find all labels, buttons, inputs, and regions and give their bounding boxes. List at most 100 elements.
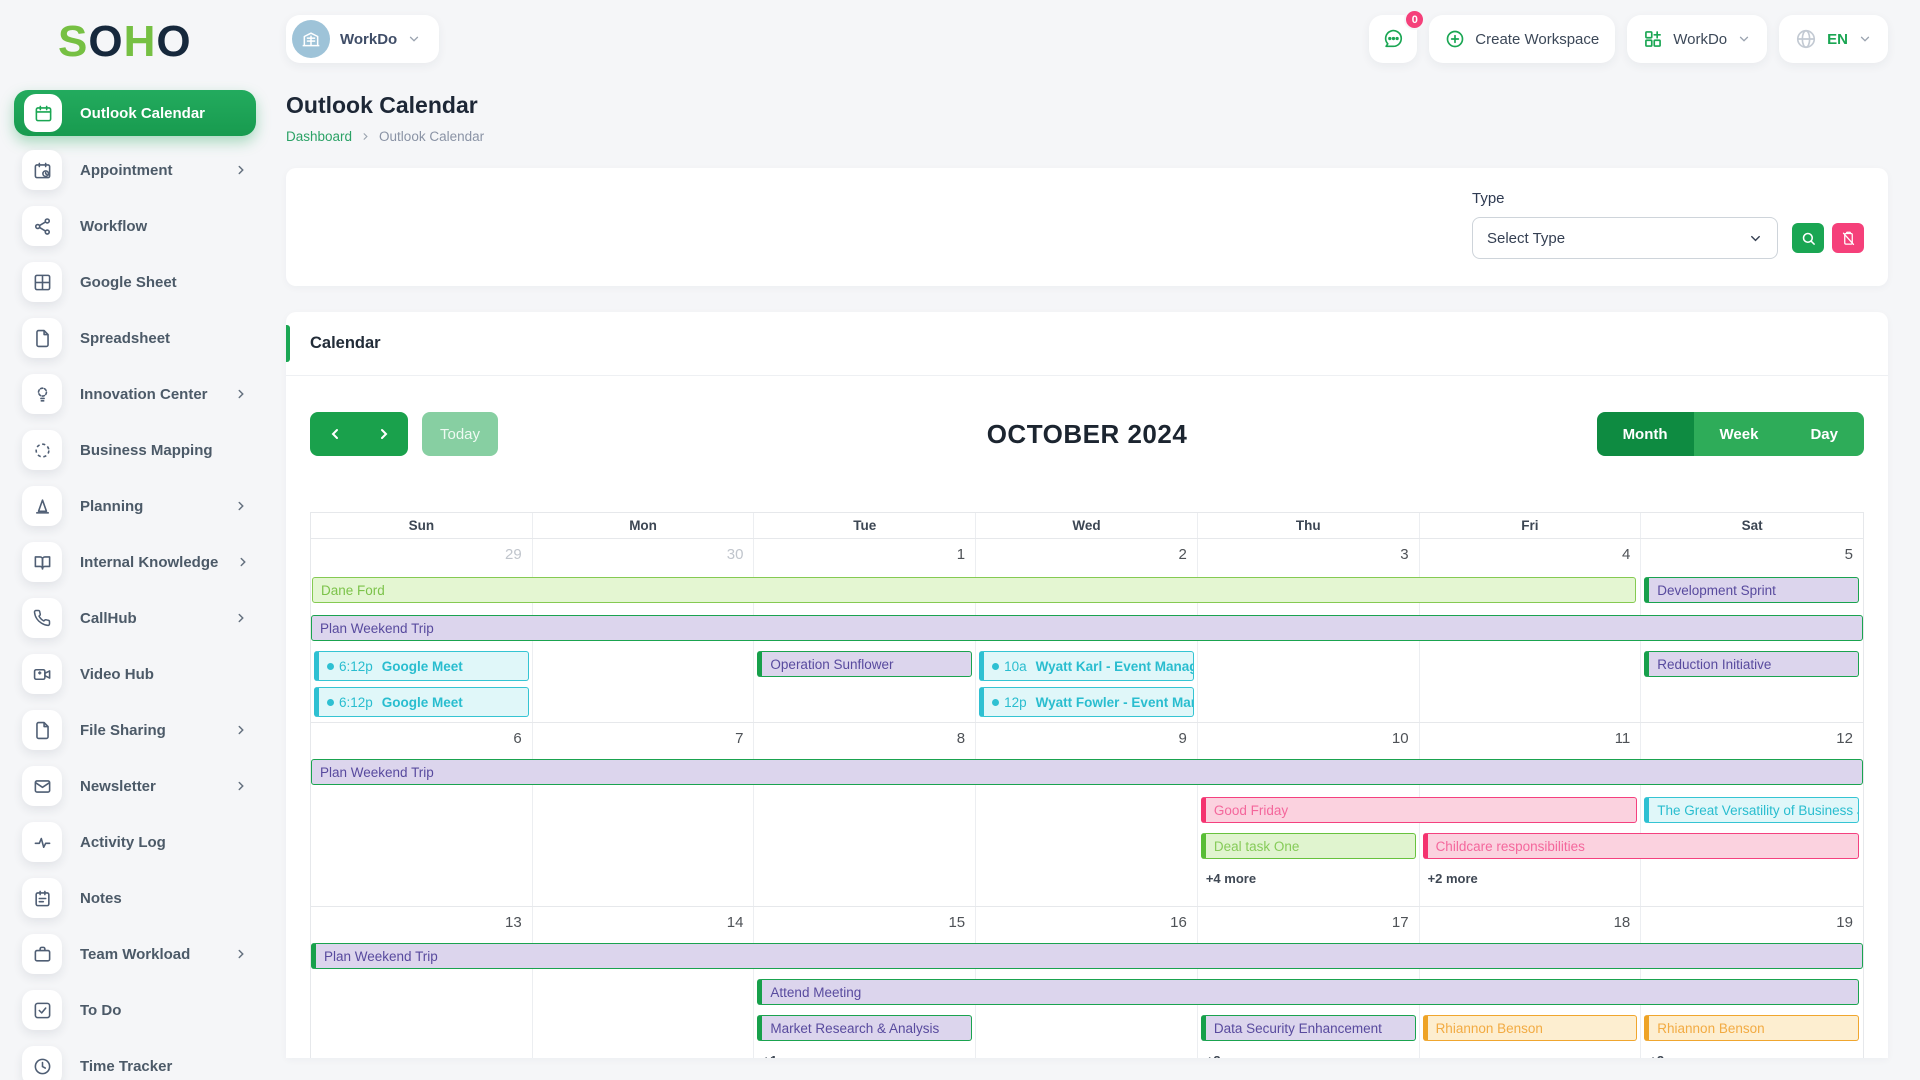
sidebar-item-team-workload[interactable]: Team Workload: [0, 926, 270, 982]
event-plan-weekend-trip[interactable]: Plan Weekend Trip: [311, 943, 1863, 969]
reset-filter-button[interactable]: [1832, 223, 1864, 253]
messages-button[interactable]: 0: [1369, 9, 1426, 63]
soho-logo: SOHO: [58, 20, 270, 64]
chevron-left-icon: [331, 429, 338, 439]
sidebar-item-notes[interactable]: Notes: [0, 870, 270, 926]
event-reduction-initiative[interactable]: Reduction Initiative: [1644, 651, 1859, 677]
event-title: Deal task One: [1213, 838, 1300, 854]
event-title: Good Friday: [1213, 802, 1289, 818]
event-wyatt-karl[interactable]: 10a Wyatt Karl - Event Manag: [979, 651, 1194, 681]
event-rhiannon-benson[interactable]: Rhiannon Benson: [1644, 1015, 1859, 1041]
event-wyatt-fowler[interactable]: 12p Wyatt Fowler - Event Man: [979, 687, 1194, 717]
day-cell[interactable]: 11: [1420, 723, 1642, 906]
day-cell[interactable]: 5: [1641, 539, 1863, 722]
sidebar-item-planning[interactable]: Planning: [0, 478, 270, 534]
event-plan-weekend-trip[interactable]: Plan Weekend Trip: [311, 615, 1863, 641]
view-month-button[interactable]: Month: [1596, 412, 1694, 456]
search-button[interactable]: [1792, 223, 1824, 253]
event-google-meet[interactable]: 6:12p Google Meet: [314, 651, 529, 681]
event-dane-ford[interactable]: Dane Ford: [312, 577, 1637, 603]
day-number: 12: [1836, 730, 1853, 747]
event-plan-weekend-trip[interactable]: Plan Weekend Trip: [311, 759, 1863, 785]
sidebar-item-label: Business Mapping: [80, 441, 213, 459]
day-number: 2: [1178, 546, 1187, 563]
day-cell[interactable]: 7: [533, 723, 755, 906]
dow-label: Fri: [1420, 513, 1642, 538]
more-events-link[interactable]: +2 more: [1427, 871, 1478, 886]
day-number: 14: [726, 914, 744, 931]
workdo-menu-label: WorkDo: [1673, 30, 1728, 48]
day-cell[interactable]: 14: [533, 907, 755, 1058]
workspace-selector[interactable]: WorkDo: [286, 15, 440, 63]
event-market-research[interactable]: Market Research & Analysis: [757, 1015, 973, 1041]
sidebar-item-innovation-center[interactable]: Innovation Center: [0, 366, 270, 422]
view-switcher: Month Week Day: [1596, 412, 1864, 456]
calendar-card-header: Calendar: [286, 312, 1888, 376]
calendar-icon: [24, 94, 62, 132]
event-title: Rhiannon Benson: [1657, 1020, 1765, 1036]
event-title: Wyatt Fowler - Event Man: [1035, 694, 1194, 710]
create-workspace-button[interactable]: Create Workspace: [1429, 15, 1616, 63]
sidebar-item-label: Innovation Center: [80, 385, 208, 403]
breadcrumb-dashboard-link[interactable]: Dashboard: [286, 129, 353, 144]
event-attend-meeting[interactable]: Attend Meeting: [757, 979, 1859, 1005]
chevron-right-icon: [234, 779, 248, 793]
more-events-link[interactable]: +4 more: [1205, 871, 1257, 886]
event-great-versatility[interactable]: The Great Versatility of Business Jo: [1644, 797, 1859, 823]
day-of-week-header: Sun Mon Tue Wed Thu Fri Sat: [311, 513, 1863, 539]
next-month-button[interactable]: [359, 412, 408, 456]
event-deal-task-one[interactable]: Deal task One: [1200, 833, 1416, 859]
sidebar-item-appointment[interactable]: Appointment: [0, 142, 270, 198]
sidebar-item-spreadsheet[interactable]: Spreadsheet: [0, 310, 270, 366]
sidebar-item-outlook-calendar[interactable]: Outlook Calendar: [14, 90, 256, 136]
event-rhiannon-benson[interactable]: Rhiannon Benson: [1422, 1015, 1638, 1041]
sidebar-item-business-mapping[interactable]: Business Mapping: [0, 422, 270, 478]
type-select[interactable]: Select Type: [1472, 217, 1778, 259]
event-good-friday[interactable]: Good Friday: [1200, 797, 1638, 823]
day-cell[interactable]: 13: [311, 907, 533, 1058]
event-google-meet[interactable]: 6:12p Google Meet: [314, 687, 529, 717]
grid-plus-icon: [1643, 29, 1663, 49]
prev-month-button[interactable]: [310, 412, 359, 456]
language-selector[interactable]: EN: [1779, 15, 1888, 63]
sidebar-item-workflow[interactable]: Workflow: [0, 198, 270, 254]
book-icon: [22, 542, 62, 582]
more-events-link[interactable]: +2 more: [1649, 1053, 1699, 1058]
event-title: Reduction Initiative: [1657, 656, 1772, 672]
calendar-card: Calendar Today OCTOBER 2024 Month Week D…: [286, 312, 1888, 1058]
day-cell[interactable]: 6: [311, 723, 533, 906]
today-button[interactable]: Today: [422, 412, 499, 456]
view-week-button[interactable]: Week: [1693, 412, 1785, 456]
day-cell[interactable]: 19: [1641, 907, 1863, 1058]
sidebar-item-internal-knowledge[interactable]: Internal Knowledge: [0, 534, 270, 590]
event-data-security[interactable]: Data Security Enhancement: [1200, 1015, 1416, 1041]
day-cell[interactable]: 8: [754, 723, 977, 906]
event-development-sprint[interactable]: Development Sprint: [1644, 577, 1859, 603]
sidebar-item-time-tracker[interactable]: Time Tracker: [0, 1038, 270, 1080]
sidebar-item-video-hub[interactable]: Video Hub: [0, 646, 270, 702]
sidebar-item-label: Newsletter: [80, 777, 156, 795]
day-number: 6: [513, 730, 522, 747]
workdo-menu-button[interactable]: WorkDo: [1627, 15, 1768, 63]
day-number: 13: [505, 914, 522, 931]
day-number: 4: [1621, 546, 1631, 563]
sidebar-item-activity-log[interactable]: Activity Log: [0, 814, 270, 870]
day-cell[interactable]: 9: [976, 723, 1198, 906]
day-number: 9: [1178, 730, 1187, 747]
sidebar-item-callhub[interactable]: CallHub: [0, 590, 270, 646]
event-childcare-responsibilities[interactable]: Childcare responsibilities: [1422, 833, 1859, 859]
sidebar-item-label: File Sharing: [80, 721, 166, 739]
event-operation-sunflower[interactable]: Operation Sunflower: [757, 651, 973, 677]
view-day-button[interactable]: Day: [1784, 412, 1864, 456]
sidebar-item-newsletter[interactable]: Newsletter: [0, 758, 270, 814]
sidebar-item-google-sheet[interactable]: Google Sheet: [0, 254, 270, 310]
more-events-link[interactable]: +1 more: [762, 1053, 812, 1058]
sidebar-item-file-sharing[interactable]: File Sharing: [0, 702, 270, 758]
cone-icon: [22, 486, 62, 526]
more-events-link[interactable]: +2 more: [1206, 1053, 1256, 1058]
workspace-avatar-building-icon: [292, 20, 330, 58]
dow-label: Sat: [1741, 518, 1763, 533]
sidebar-item-to-do[interactable]: To Do: [0, 982, 270, 1038]
sidebar-item-label: CallHub: [80, 609, 137, 627]
day-cell[interactable]: 12: [1641, 723, 1863, 906]
